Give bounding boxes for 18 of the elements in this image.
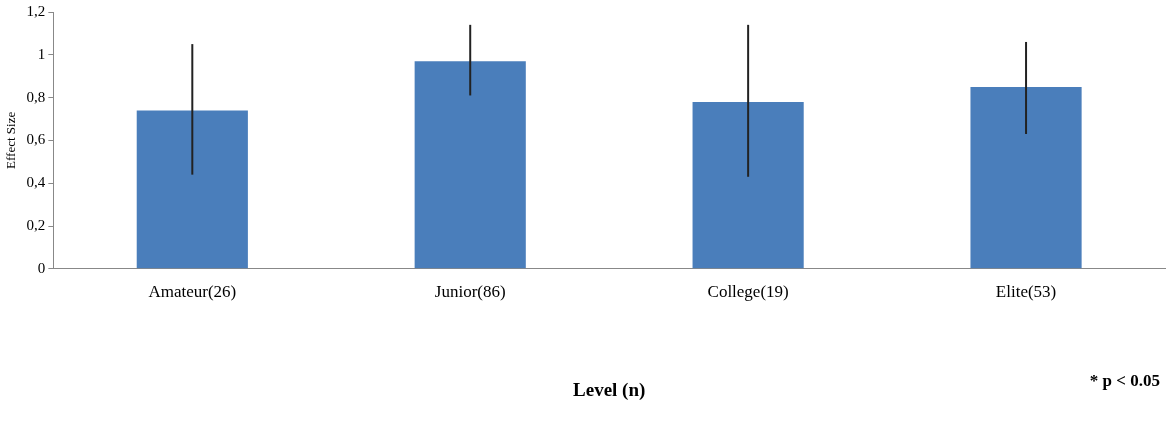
bar (136, 110, 248, 269)
bar (414, 61, 526, 269)
y-tick-label: 0,6 (26, 131, 46, 148)
y-tick-label: 1,2 (26, 2, 46, 19)
x-tick-label: Amateur(26) (148, 282, 237, 302)
y-tick-label: 0,4 (26, 174, 46, 191)
x-tick-label: Junior(86) (434, 282, 506, 302)
y-tick-label: 1 (37, 45, 46, 62)
y-tick-label: 0,2 (26, 216, 46, 233)
y-axis-title: Effect Size (3, 111, 19, 169)
y-tick-label: 0 (37, 259, 46, 276)
text: * p < 0.05 (1089, 371, 1160, 391)
x-tick-label: College(19) (707, 282, 789, 302)
x-axis-title: Level (n) (573, 378, 646, 401)
bar (692, 101, 804, 269)
bar (970, 86, 1082, 269)
y-tick-label: 0,8 (26, 88, 46, 105)
x-tick-label: Elite(53) (995, 282, 1057, 302)
